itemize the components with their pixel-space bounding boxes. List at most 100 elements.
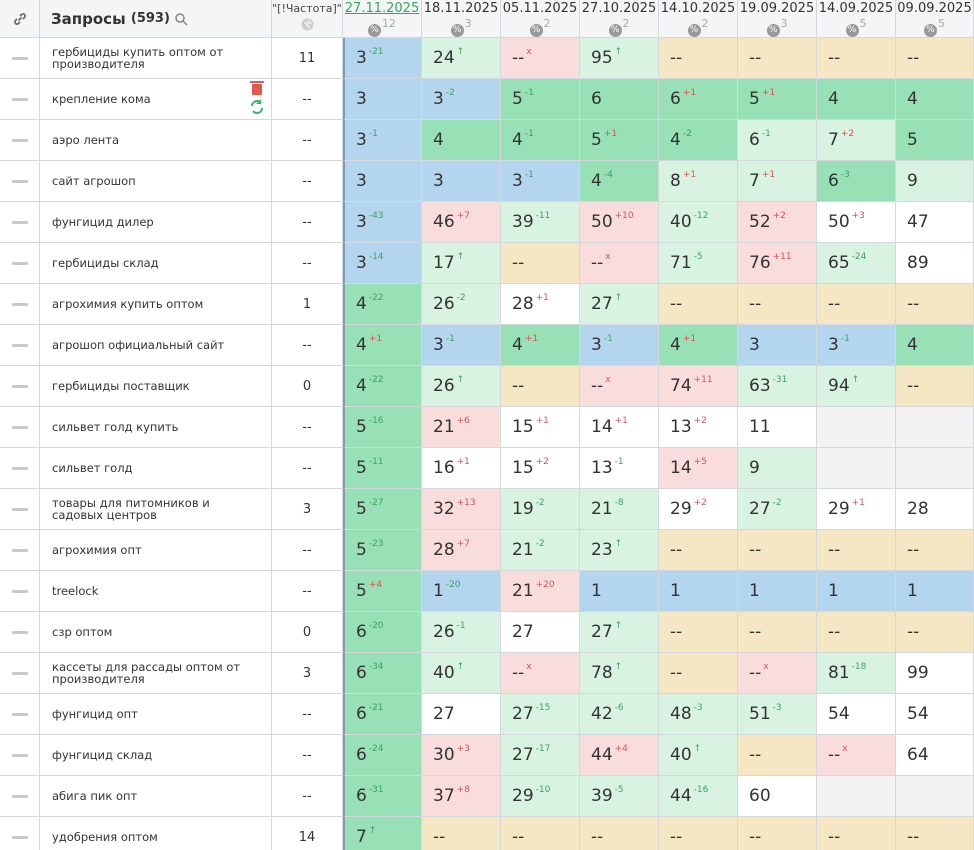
query: сильвет голд купить xyxy=(40,407,272,448)
row-handle[interactable] xyxy=(0,612,40,653)
row-handle[interactable] xyxy=(0,325,40,366)
position-cell: 28 +7 xyxy=(422,530,501,571)
position: 6 xyxy=(356,786,367,806)
position-cell: 74 +11 xyxy=(659,366,738,407)
row-handle[interactable] xyxy=(0,776,40,817)
position-change: +2 xyxy=(772,211,786,221)
position: -- xyxy=(749,540,762,560)
position-cell: 4 xyxy=(817,79,896,120)
position: 32 xyxy=(433,499,455,519)
dash-icon xyxy=(11,630,28,634)
row-handle[interactable] xyxy=(0,571,40,612)
frequency: 0 xyxy=(272,612,343,653)
position-change: +1 xyxy=(682,334,697,344)
row-handle[interactable] xyxy=(0,448,40,489)
position: 6 xyxy=(591,89,602,109)
position-cell xyxy=(817,407,896,448)
date-header[interactable]: 18.11.2025% 3 xyxy=(422,0,501,38)
position: 4 xyxy=(512,130,523,150)
position-cell: 4 +1 xyxy=(501,325,580,366)
position-change: -16 xyxy=(368,416,384,426)
position-cell: 28 xyxy=(896,489,974,530)
date-label[interactable]: 27.11.2025 xyxy=(344,1,420,16)
row-handle[interactable] xyxy=(0,407,40,448)
position-change: ↑ xyxy=(368,826,377,836)
position: 27 xyxy=(591,622,613,642)
position-change: +5 xyxy=(693,457,707,467)
position-cell: 5 -11 xyxy=(343,448,422,489)
position: 13 xyxy=(670,417,692,437)
position-cell: 89 xyxy=(896,243,974,284)
position-cell: 27 xyxy=(501,612,580,653)
position-cell: 26 -1 xyxy=(422,612,501,653)
row-handle[interactable] xyxy=(0,366,40,407)
date-header[interactable]: 14.10.2025% 2 xyxy=(659,0,738,38)
position-change: -12 xyxy=(693,211,709,221)
position-change: +6 xyxy=(456,416,470,426)
row-handle[interactable] xyxy=(0,653,40,694)
position-cell: 6 -3 xyxy=(817,161,896,202)
row-handle[interactable] xyxy=(0,530,40,571)
query: гербициды склад xyxy=(40,243,272,284)
position-cell xyxy=(896,407,974,448)
row-handle[interactable] xyxy=(0,79,40,120)
position-change: +4 xyxy=(614,744,628,754)
dash-icon xyxy=(11,384,28,388)
date-header[interactable]: 09.09.2025% 5 xyxy=(896,0,974,38)
position: 48 xyxy=(670,704,692,724)
row-handle[interactable] xyxy=(0,284,40,325)
position-change: -1 xyxy=(614,457,624,467)
dash-icon xyxy=(11,507,28,511)
row-handle[interactable] xyxy=(0,161,40,202)
position-change: -11 xyxy=(535,211,551,221)
row-handle[interactable] xyxy=(0,735,40,776)
position-change: x xyxy=(842,744,848,754)
position: 5 xyxy=(356,417,367,437)
date-header[interactable]: 27.11.2025% 12 xyxy=(343,0,422,38)
row-handle[interactable] xyxy=(0,243,40,284)
date-header[interactable]: 19.09.2025% 3 xyxy=(738,0,817,38)
position: 54 xyxy=(828,704,850,724)
query: treelock xyxy=(40,571,272,612)
date-header[interactable]: 05.11.2025% 2 xyxy=(501,0,580,38)
position: 4 xyxy=(512,335,523,355)
position: 5 xyxy=(356,581,367,601)
position: 4 xyxy=(433,130,444,150)
delete-icon[interactable] xyxy=(250,81,264,95)
position: 15 xyxy=(512,417,534,437)
link-column-header[interactable] xyxy=(0,0,40,38)
percent-count: 2 xyxy=(543,17,551,30)
refresh-icon[interactable] xyxy=(251,99,263,114)
query-header[interactable]: Запросы (593) xyxy=(40,0,272,38)
position: 15 xyxy=(512,458,534,478)
position-cell: -- xyxy=(659,817,738,850)
date-header[interactable]: 14.09.2025% 5 xyxy=(817,0,896,38)
position-change: -2 xyxy=(772,498,782,508)
position-cell: -- xyxy=(659,38,738,79)
frequency-header[interactable]: "[!Частота]" xyxy=(272,0,343,38)
position: 27 xyxy=(591,294,613,314)
position-cell: -- xyxy=(738,735,817,776)
position: 1 xyxy=(907,581,918,601)
position-cell: 44 +4 xyxy=(580,735,659,776)
row-handle[interactable] xyxy=(0,120,40,161)
position: -- xyxy=(591,827,604,847)
position: -- xyxy=(670,622,683,642)
search-icon[interactable] xyxy=(174,12,188,26)
position-cell: -- xyxy=(580,817,659,850)
serp-percent: % 3 xyxy=(738,17,816,37)
query: сзр оптом xyxy=(40,612,272,653)
row-handle[interactable] xyxy=(0,817,40,850)
row-handle[interactable] xyxy=(0,38,40,79)
position: 9 xyxy=(907,171,918,191)
percent-icon: % xyxy=(687,24,701,37)
position-cell: 6 -24 xyxy=(343,735,422,776)
row-handle[interactable] xyxy=(0,489,40,530)
position-cell: 21 +20 xyxy=(501,571,580,612)
row-handle[interactable] xyxy=(0,694,40,735)
row-handle[interactable] xyxy=(0,202,40,243)
date-header[interactable]: 27.10.2025% 2 xyxy=(580,0,659,38)
position: 23 xyxy=(591,540,613,560)
position-change: -11 xyxy=(368,457,384,467)
position-change: -1 xyxy=(840,334,850,344)
